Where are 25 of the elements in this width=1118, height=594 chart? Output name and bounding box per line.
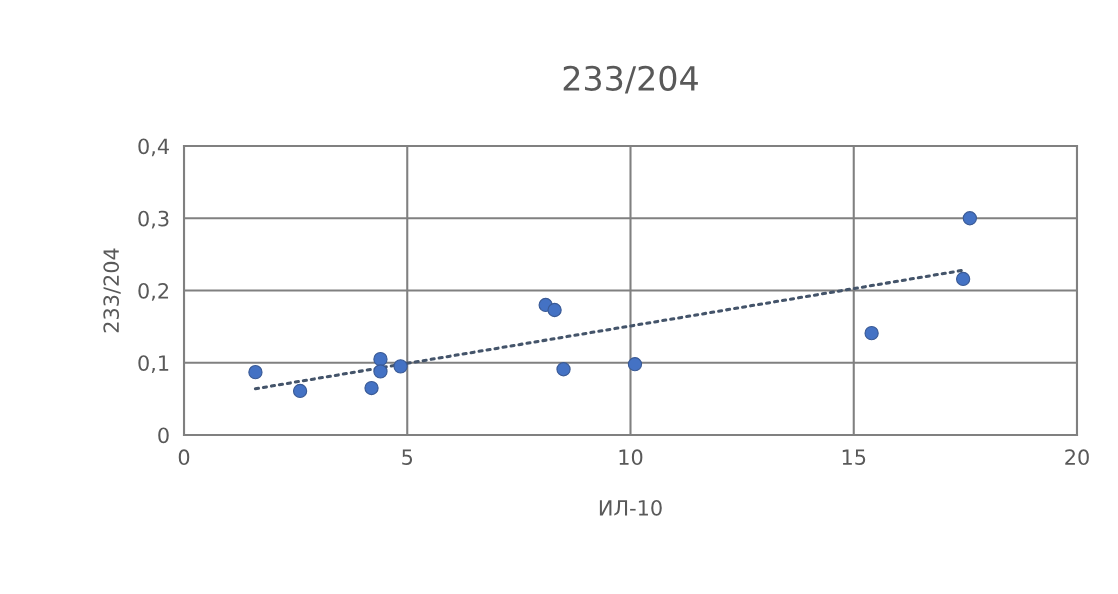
point (373, 351, 388, 367)
x-tick-label: 0 (178, 449, 190, 466)
point (955, 271, 971, 287)
x-tick-label: 15 (842, 449, 866, 466)
y-tick-label: 0,4 (138, 138, 169, 157)
y-tick-label: 0,2 (138, 282, 169, 301)
x-tick-label: 5 (402, 449, 413, 466)
x-axis-title: ИЛ-10 (599, 499, 662, 516)
point (393, 359, 408, 374)
point (627, 357, 643, 372)
point (962, 211, 977, 226)
point (373, 364, 388, 379)
point (547, 302, 562, 318)
y-tick-label: 0 (158, 427, 169, 444)
point (864, 325, 879, 341)
x-tick-label: 10 (619, 449, 643, 466)
y-tick-label: 0,1 (138, 355, 169, 374)
point (292, 383, 308, 399)
y-tick-label: 0,3 (138, 210, 169, 229)
y-axis-title: 233/204 (103, 248, 121, 333)
chart-title: 233/204 (563, 65, 698, 94)
point (556, 362, 571, 377)
point (248, 364, 263, 380)
x-tick-label: 20 (1065, 449, 1089, 466)
point (364, 380, 379, 396)
